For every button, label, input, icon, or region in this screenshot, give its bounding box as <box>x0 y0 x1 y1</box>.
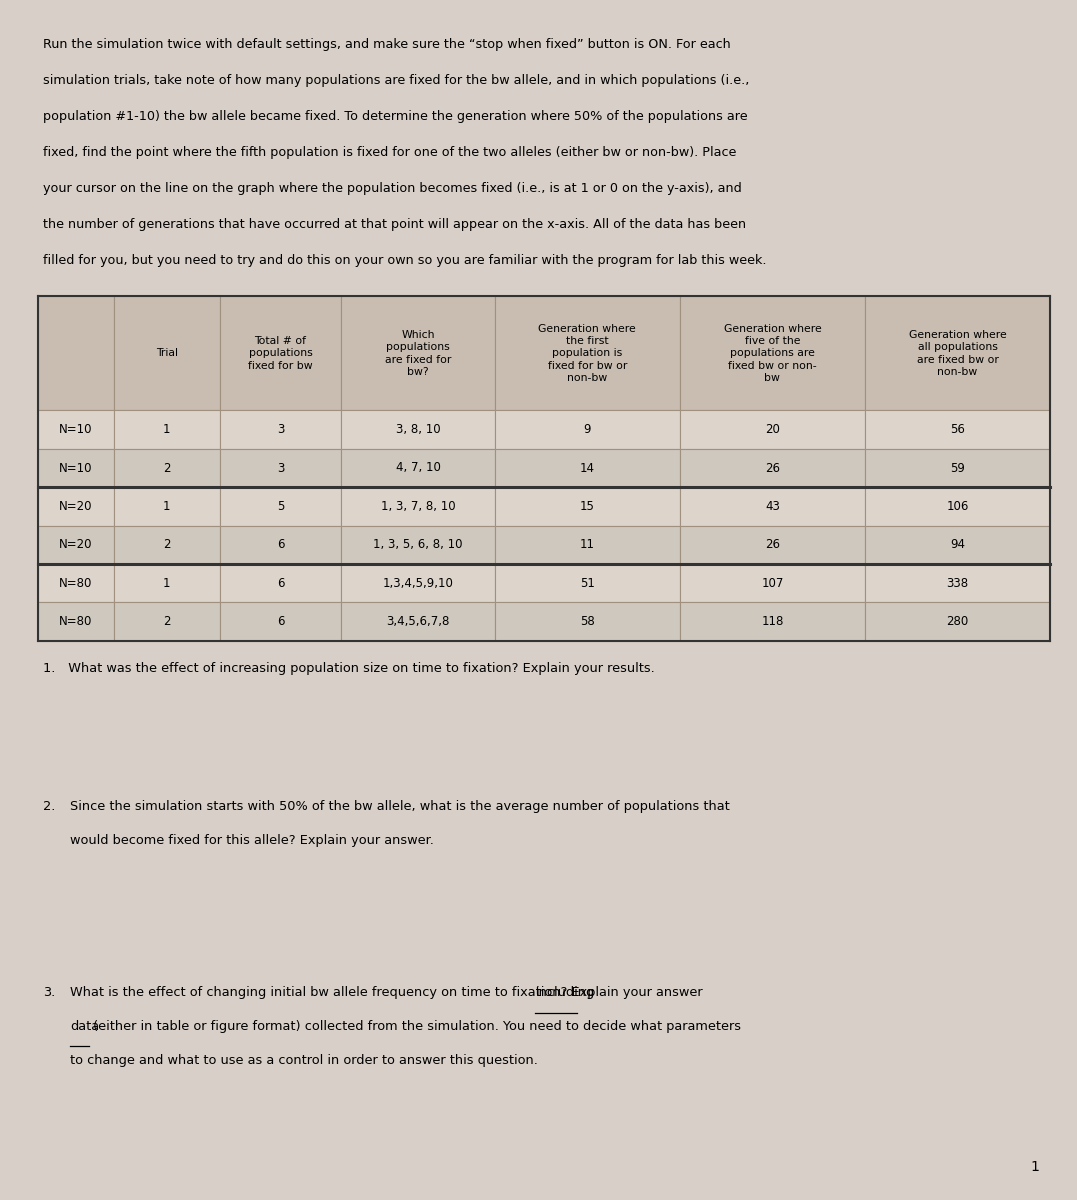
Text: 6: 6 <box>277 539 284 551</box>
Text: 6: 6 <box>277 616 284 628</box>
Text: 280: 280 <box>947 616 968 628</box>
Text: 2: 2 <box>163 462 170 474</box>
Text: simulation trials, take note of how many populations are fixed for the bw allele: simulation trials, take note of how many… <box>43 74 750 88</box>
Text: 1: 1 <box>163 424 170 436</box>
Text: Generation where
all populations
are fixed bw or
non-bw: Generation where all populations are fix… <box>909 330 1006 377</box>
Text: 1. What was the effect of increasing population size on time to fixation? Explai: 1. What was the effect of increasing pop… <box>43 662 655 676</box>
Text: 58: 58 <box>579 616 595 628</box>
Text: population #1-10) the bw allele became fixed. To determine the generation where : population #1-10) the bw allele became f… <box>43 110 747 124</box>
Text: 4, 7, 10: 4, 7, 10 <box>395 462 440 474</box>
Text: 1, 3, 7, 8, 10: 1, 3, 7, 8, 10 <box>380 500 456 512</box>
Text: 11: 11 <box>579 539 595 551</box>
Text: 3, 8, 10: 3, 8, 10 <box>395 424 440 436</box>
Text: 2: 2 <box>163 616 170 628</box>
Text: Generation where
the first
population is
fixed for bw or
non-bw: Generation where the first population is… <box>538 324 637 383</box>
Text: fixed, find the point where the fifth population is fixed for one of the two all: fixed, find the point where the fifth po… <box>43 146 737 160</box>
Text: (either in table or figure format) collected from the simulation. You need to de: (either in table or figure format) colle… <box>88 1020 741 1033</box>
Text: Trial: Trial <box>156 348 178 359</box>
Text: filled for you, but you need to try and do this on your own so you are familiar : filled for you, but you need to try and … <box>43 254 767 268</box>
Text: 1: 1 <box>163 577 170 589</box>
Text: N=80: N=80 <box>59 616 93 628</box>
Text: Run the simulation twice with default settings, and make sure the “stop when fix: Run the simulation twice with default se… <box>43 38 731 52</box>
Text: 1,3,4,5,9,10: 1,3,4,5,9,10 <box>382 577 453 589</box>
Text: 1: 1 <box>163 500 170 512</box>
Text: Since the simulation starts with 50% of the bw allele, what is the average numbe: Since the simulation starts with 50% of … <box>70 800 730 814</box>
Text: Generation where
five of the
populations are
fixed bw or non-
bw: Generation where five of the populations… <box>724 324 822 383</box>
Text: 106: 106 <box>947 500 968 512</box>
Text: 9: 9 <box>584 424 591 436</box>
Text: Which
populations
are fixed for
bw?: Which populations are fixed for bw? <box>384 330 451 377</box>
Text: data: data <box>70 1020 99 1033</box>
Text: 1: 1 <box>1031 1159 1039 1174</box>
Text: 107: 107 <box>761 577 784 589</box>
Text: 43: 43 <box>765 500 780 512</box>
Text: N=10: N=10 <box>59 462 93 474</box>
Text: the number of generations that have occurred at that point will appear on the x-: the number of generations that have occu… <box>43 218 746 232</box>
Text: Total # of
populations
fixed for bw: Total # of populations fixed for bw <box>248 336 312 371</box>
Text: N=20: N=20 <box>59 539 93 551</box>
Text: 2.: 2. <box>43 800 55 814</box>
Text: your cursor on the line on the graph where the population becomes fixed (i.e., i: your cursor on the line on the graph whe… <box>43 182 742 196</box>
Text: 51: 51 <box>579 577 595 589</box>
Text: 3: 3 <box>277 462 284 474</box>
Text: N=20: N=20 <box>59 500 93 512</box>
Text: 26: 26 <box>765 539 780 551</box>
Text: 56: 56 <box>950 424 965 436</box>
Text: 3,4,5,6,7,8: 3,4,5,6,7,8 <box>387 616 450 628</box>
Text: 3: 3 <box>277 424 284 436</box>
Text: 5: 5 <box>277 500 284 512</box>
Text: 2: 2 <box>163 539 170 551</box>
Text: 15: 15 <box>579 500 595 512</box>
Text: 94: 94 <box>950 539 965 551</box>
Text: 3.: 3. <box>43 986 55 1000</box>
Text: N=80: N=80 <box>59 577 93 589</box>
Text: 338: 338 <box>947 577 968 589</box>
Text: 59: 59 <box>950 462 965 474</box>
Text: 118: 118 <box>761 616 784 628</box>
Text: 14: 14 <box>579 462 595 474</box>
Text: 6: 6 <box>277 577 284 589</box>
Text: to change and what to use as a control in order to answer this question.: to change and what to use as a control i… <box>70 1054 537 1067</box>
Text: 1, 3, 5, 6, 8, 10: 1, 3, 5, 6, 8, 10 <box>374 539 463 551</box>
Text: 20: 20 <box>765 424 780 436</box>
Text: including: including <box>535 986 595 1000</box>
Text: What is the effect of changing initial bw allele frequency on time to fixation? : What is the effect of changing initial b… <box>70 986 707 1000</box>
Text: N=10: N=10 <box>59 424 93 436</box>
Text: would become fixed for this allele? Explain your answer.: would become fixed for this allele? Expl… <box>70 834 434 847</box>
Text: 26: 26 <box>765 462 780 474</box>
